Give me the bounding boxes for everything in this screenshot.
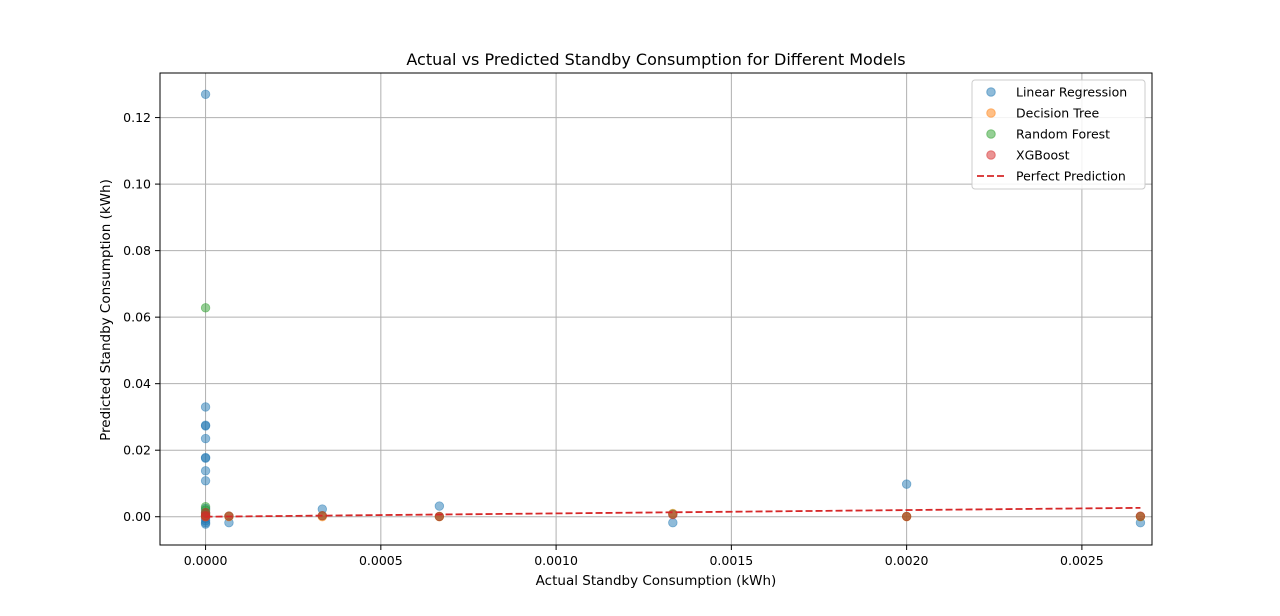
chart-title: Actual vs Predicted Standby Consumption … xyxy=(406,50,905,69)
linear-regression-point xyxy=(901,479,912,489)
legend-marker-xgboost xyxy=(986,150,996,160)
x-tick-label: 0.0025 xyxy=(1060,553,1104,568)
xgboost-point xyxy=(434,511,445,522)
plot-frame xyxy=(159,72,1153,546)
linear-regression-point xyxy=(668,518,678,528)
x-axis-label: Actual Standby Consumption (kWh) xyxy=(536,573,777,589)
linear-regression-point xyxy=(200,89,211,99)
legend-label-perfect-prediction: Perfect Prediction xyxy=(1016,169,1126,184)
x-tick-label: 0.0010 xyxy=(534,553,578,568)
linear-regression-point xyxy=(200,402,211,412)
y-axis-label: Predicted Standby Consumption (kWh) xyxy=(98,179,114,441)
y-tick-label: 0.12 xyxy=(123,110,151,125)
linear-regression-point xyxy=(200,453,211,463)
random-forest-point xyxy=(200,303,211,313)
legend-marker-decision-tree xyxy=(986,108,996,118)
y-tick-label: 0.10 xyxy=(123,177,151,192)
x-tick-label: 0.0015 xyxy=(709,553,753,568)
legend-box xyxy=(971,79,1146,190)
y-tick-label: 0.02 xyxy=(123,443,151,458)
y-tick-label: 0.00 xyxy=(123,509,151,524)
plot-area xyxy=(200,89,1146,529)
legend-label-random-forest: Random Forest xyxy=(1016,127,1110,142)
legend: Linear Regression Decision Tree Random For… xyxy=(971,79,1146,190)
linear-regression-point xyxy=(200,476,211,486)
legend-marker-random-forest xyxy=(986,129,996,139)
linear-regression-point xyxy=(200,466,211,476)
linear-regression-point xyxy=(200,421,211,431)
xgboost-point xyxy=(1135,511,1146,521)
x-tick-label: 0.0020 xyxy=(885,553,929,568)
x-tick-label: 0.0000 xyxy=(184,553,228,568)
linear-regression-point xyxy=(200,433,211,444)
legend-label-linear-regression: Linear Regression xyxy=(1016,85,1127,100)
x-tick-label: 0.0005 xyxy=(359,553,403,568)
axis-ticks: 0.0000 0.0005 0.0010 0.0015 0.0020 0.0025 0.00… xyxy=(123,110,1104,568)
y-tick-label: 0.08 xyxy=(123,243,151,258)
legend-label-decision-tree: Decision Tree xyxy=(1016,106,1100,121)
linear-regression-point xyxy=(434,501,445,511)
xgboost-point xyxy=(901,511,912,522)
y-tick-label: 0.04 xyxy=(123,376,151,391)
perfect-prediction-line xyxy=(205,506,1141,518)
y-tick-label: 0.06 xyxy=(123,310,151,325)
legend-marker-linear-regression xyxy=(986,87,996,97)
legend-label-xgboost: XGBoost xyxy=(1016,148,1070,163)
